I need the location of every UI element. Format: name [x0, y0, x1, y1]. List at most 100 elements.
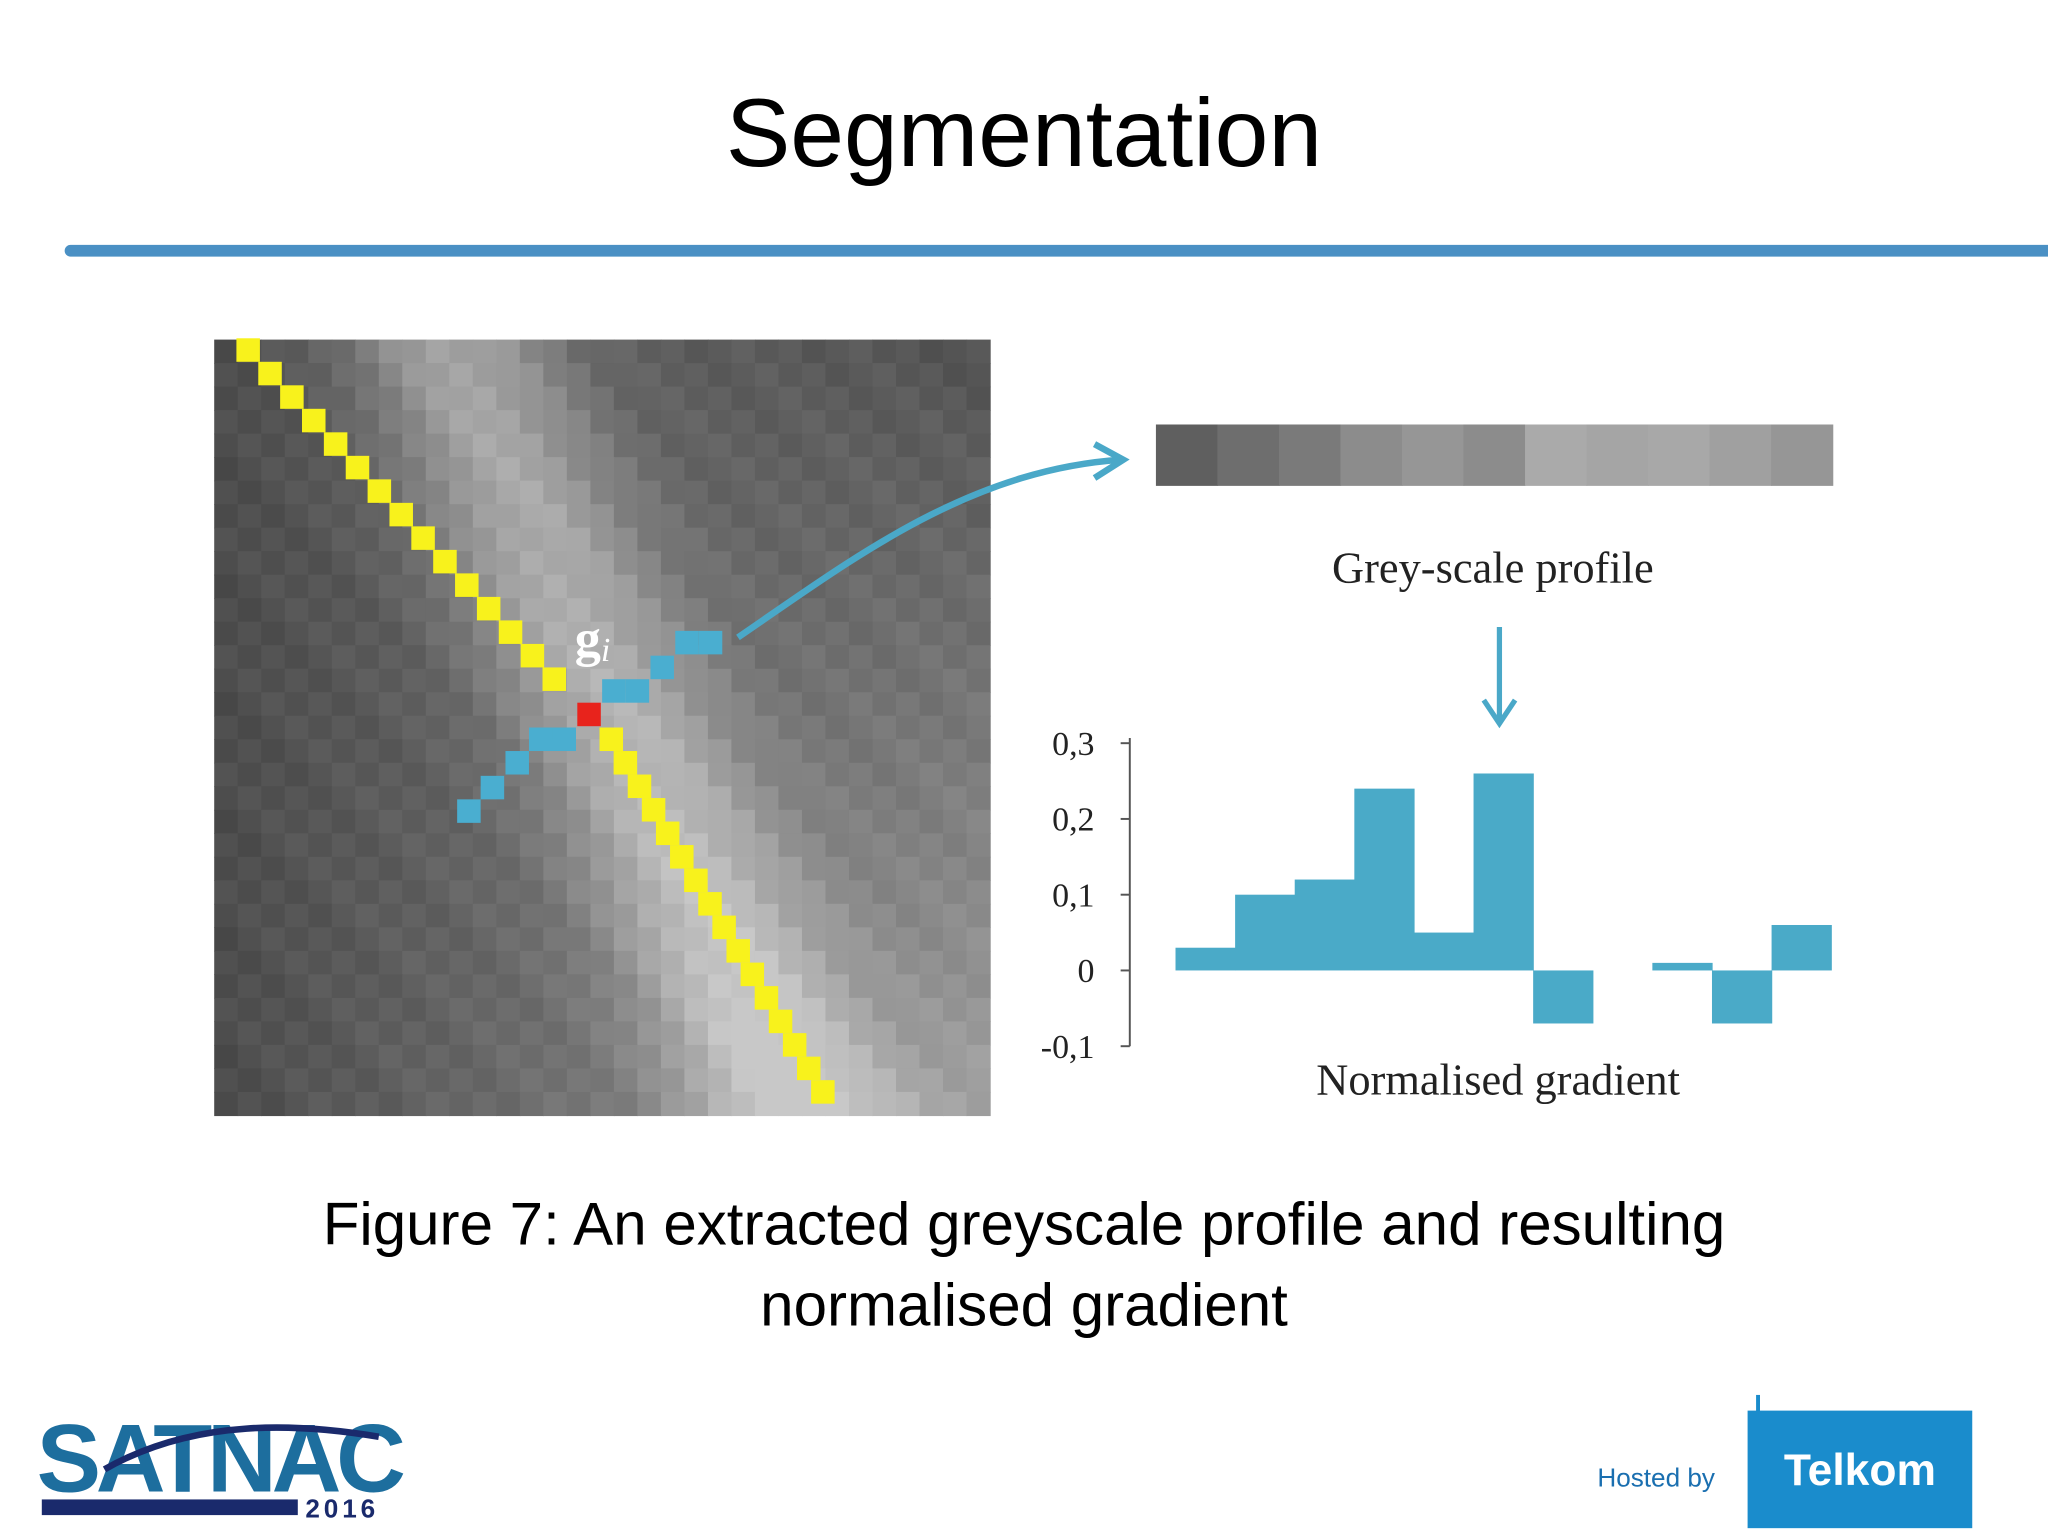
pixel	[308, 739, 333, 764]
pixel	[496, 457, 521, 482]
pixel	[707, 1068, 733, 1093]
pixel	[237, 1021, 262, 1046]
pixel	[237, 574, 262, 599]
pixel	[872, 786, 897, 811]
pixel	[801, 692, 827, 717]
pixel	[237, 1044, 262, 1070]
pixel	[825, 386, 850, 411]
pixel	[943, 809, 968, 834]
pixel	[825, 927, 850, 952]
pixel	[613, 1068, 639, 1093]
pixel	[872, 668, 897, 693]
pixel	[872, 927, 897, 952]
pixel	[825, 903, 850, 928]
pixel	[355, 1021, 380, 1046]
pixel	[378, 386, 403, 411]
pixel	[237, 480, 262, 505]
profile-label: Grey-scale profile	[1332, 543, 1654, 593]
pixel	[801, 809, 827, 834]
pixel	[872, 1091, 897, 1117]
pixel	[896, 551, 921, 576]
pixel	[519, 809, 544, 834]
pixel	[872, 363, 897, 388]
pixel	[237, 504, 262, 529]
pixel	[261, 974, 286, 999]
pixel	[237, 410, 262, 435]
pixel	[402, 833, 427, 858]
pixel	[237, 621, 262, 646]
pixel	[919, 480, 944, 505]
profile-cell	[1217, 424, 1280, 486]
pixel	[943, 433, 968, 458]
pixel-marker	[498, 620, 523, 644]
pixel	[919, 621, 944, 646]
pixel	[378, 410, 403, 435]
pixel	[519, 786, 544, 811]
pixel	[919, 950, 944, 976]
pixel	[754, 715, 780, 740]
pixel	[637, 433, 662, 458]
pixel	[848, 739, 874, 764]
pixel	[966, 880, 991, 905]
pixel	[496, 527, 521, 552]
pixel	[519, 598, 544, 623]
pixel	[778, 1091, 803, 1117]
pixel	[261, 809, 286, 834]
pixel	[566, 786, 592, 811]
pixel	[308, 974, 333, 999]
pixel	[496, 504, 521, 529]
pixel	[261, 504, 286, 529]
pixel	[261, 856, 286, 881]
pixel	[872, 457, 897, 482]
pixel	[613, 551, 639, 576]
pixel	[378, 1091, 403, 1117]
pixel	[943, 574, 968, 599]
pixel	[543, 363, 568, 388]
pixel	[519, 433, 544, 458]
pixel	[848, 621, 874, 646]
pixel	[402, 621, 427, 646]
pixel	[966, 927, 991, 952]
pixel	[801, 880, 827, 905]
pixel	[754, 809, 780, 834]
pixel	[519, 880, 544, 905]
pixel	[801, 762, 827, 787]
pixel	[613, 574, 639, 599]
pixel	[566, 574, 592, 599]
slide-title: Segmentation	[726, 80, 1322, 187]
pixel	[519, 527, 544, 552]
pixel	[896, 809, 921, 834]
pixel	[519, 574, 544, 599]
pixel	[402, 574, 427, 599]
pixel	[543, 1068, 568, 1093]
pixel	[566, 386, 592, 411]
pixel	[613, 809, 639, 834]
pixel	[425, 786, 450, 811]
y-tick-label: 0	[1078, 953, 1095, 990]
pixel	[801, 621, 827, 646]
pixel	[284, 974, 309, 999]
pixel	[754, 903, 780, 928]
pixel	[449, 1021, 474, 1046]
pixel	[425, 386, 450, 411]
pixel	[331, 927, 356, 952]
pixel	[660, 739, 686, 764]
host-prefix: Hosted by	[1597, 1462, 1715, 1492]
pixel	[707, 363, 733, 388]
pixel	[214, 1091, 239, 1117]
pixel	[425, 480, 450, 505]
pixel	[660, 1091, 686, 1117]
pixel	[308, 950, 333, 976]
pixel	[355, 997, 380, 1023]
profile-cell	[1709, 424, 1772, 486]
pixel	[684, 363, 709, 388]
pixel	[378, 997, 403, 1023]
pixel	[801, 410, 827, 435]
profile-arrow	[736, 456, 1121, 641]
pixel	[543, 574, 568, 599]
pixel	[943, 645, 968, 670]
pixel	[543, 598, 568, 623]
pixel	[543, 1021, 568, 1046]
pixel	[707, 739, 733, 764]
pixel	[966, 762, 991, 787]
